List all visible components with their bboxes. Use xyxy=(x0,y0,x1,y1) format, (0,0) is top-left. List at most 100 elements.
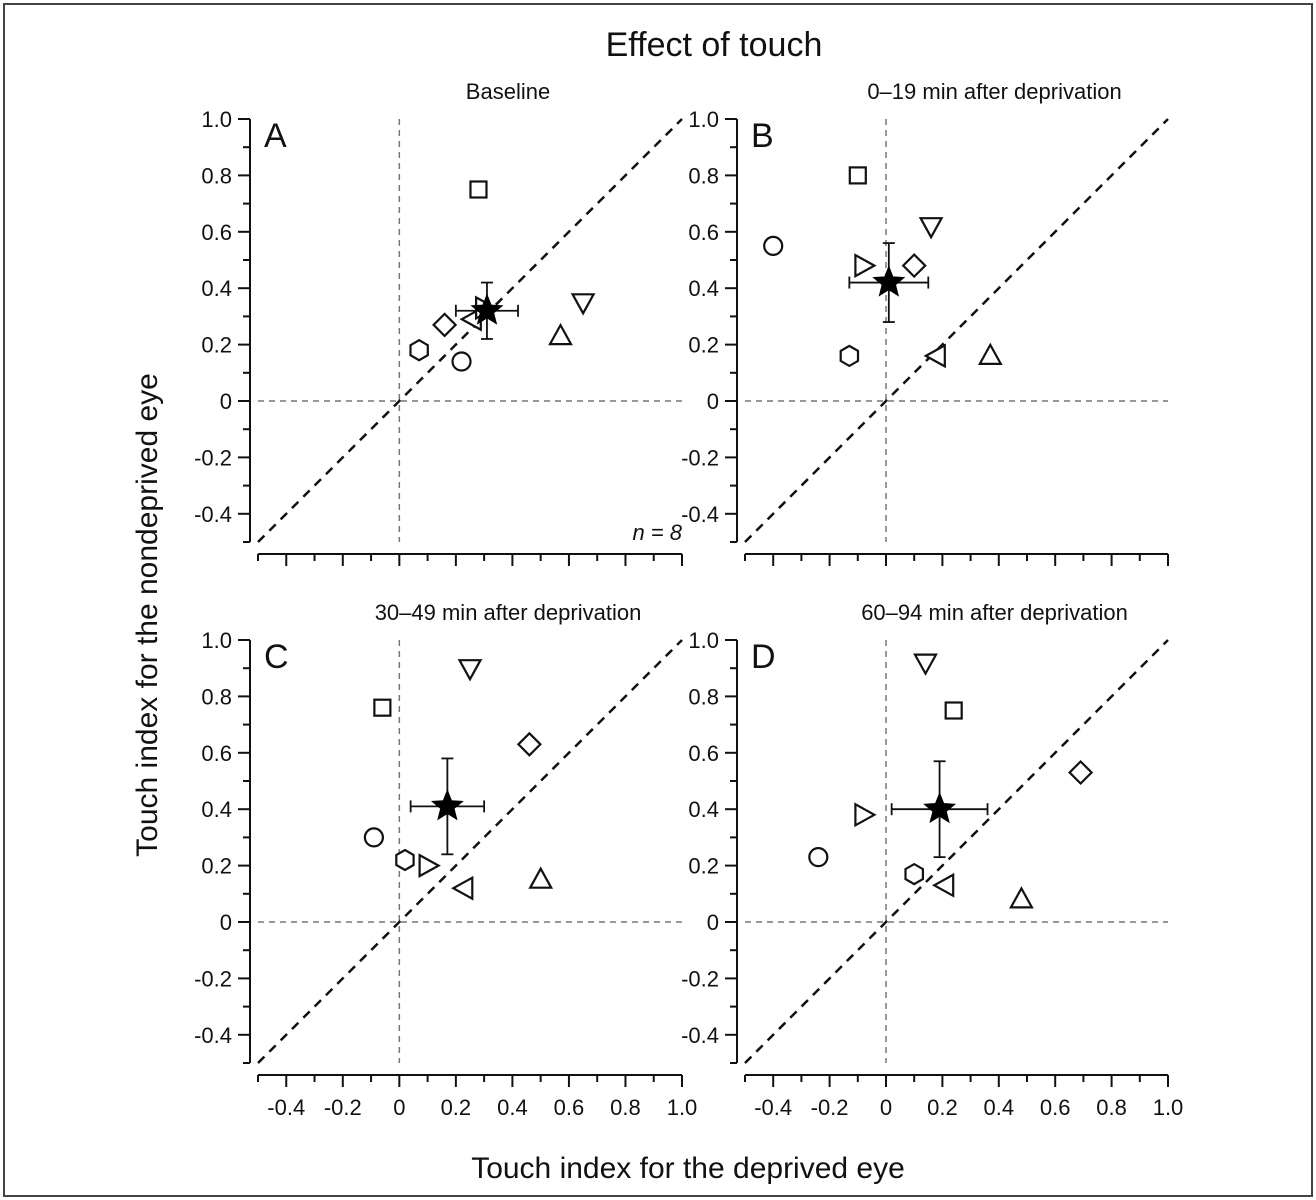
x-tick-label: -0.2 xyxy=(811,1095,849,1120)
marker-diamond xyxy=(432,312,458,338)
x-tick-label: 0 xyxy=(880,1095,892,1120)
x-tick-label: -0.4 xyxy=(754,1095,792,1120)
marker-hexagon xyxy=(409,338,429,362)
y-tick-label: 0.8 xyxy=(201,684,232,709)
marker-hexagon xyxy=(904,862,925,886)
y-tick-label: 0.4 xyxy=(201,276,232,301)
x-tick-label: 0.2 xyxy=(927,1095,958,1120)
y-tick-label: 0.2 xyxy=(688,854,719,879)
y-tick-label: 0 xyxy=(707,389,719,414)
marker-diamond xyxy=(516,731,542,757)
panel-letter: B xyxy=(751,117,774,155)
panel-title: 30–49 min after deprivation xyxy=(375,600,642,625)
y-tick-label: -0.2 xyxy=(681,966,719,991)
y-tick-label: -0.4 xyxy=(194,502,232,527)
marker-triangle-left xyxy=(451,875,474,901)
marker-triangle-right xyxy=(418,853,441,878)
x-tick-label: 1.0 xyxy=(1153,1095,1184,1120)
x-tick-label: 0.8 xyxy=(610,1095,641,1120)
identity-line xyxy=(257,639,683,1064)
marker-triangle-down xyxy=(570,293,596,316)
identity-line xyxy=(257,118,683,543)
figure-border xyxy=(3,3,1313,1197)
y-tick-label: 0.6 xyxy=(688,220,719,245)
mean-star xyxy=(430,789,464,821)
y-tick-label: 0.6 xyxy=(688,741,719,766)
x-tick-label: 0.8 xyxy=(1096,1095,1127,1120)
y-tick-label: 1.0 xyxy=(201,628,232,653)
x-tick-label: 1.0 xyxy=(667,1095,698,1120)
y-tick-label: 0.4 xyxy=(688,276,719,301)
marker-square xyxy=(469,180,488,199)
panel-letter: C xyxy=(264,638,289,676)
x-tick-label: 0.6 xyxy=(554,1095,585,1120)
mean-star xyxy=(470,293,504,325)
y-tick-label: -0.2 xyxy=(681,445,719,470)
marker-hexagon xyxy=(395,848,415,872)
y-tick-label: -0.2 xyxy=(194,445,232,470)
x-tick-label: -0.2 xyxy=(324,1095,362,1120)
marker-hexagon xyxy=(839,344,860,368)
x-tick-label: 0.6 xyxy=(1040,1095,1071,1120)
x-tick-label: 0.2 xyxy=(441,1095,472,1120)
x-tick-label: 0.4 xyxy=(497,1095,528,1120)
y-tick-label: 1.0 xyxy=(688,628,719,653)
panel-letter: A xyxy=(264,117,287,155)
figure-title: Effect of touch xyxy=(606,26,823,64)
y-tick-label: 0.2 xyxy=(688,333,719,358)
y-tick-label: 0.8 xyxy=(688,163,719,188)
y-tick-label: 0.4 xyxy=(688,797,719,822)
mean-star xyxy=(923,791,957,824)
panel-d: 60–94 min after deprivation D -0.4 -0.2 0 0.2… xyxy=(681,600,1183,1120)
y-tick-label: -0.4 xyxy=(681,1023,719,1048)
identity-line xyxy=(744,118,1169,543)
panel-a: Baseline An = 8 -0.4 -0.2 0 0.2 0.4 0.6 0.8 1.0 xyxy=(194,79,683,566)
y-tick-label: 0.4 xyxy=(201,797,232,822)
x-tick-label: 0.4 xyxy=(984,1095,1015,1120)
marker-triangle-up xyxy=(1009,886,1034,909)
marker-circle xyxy=(808,847,829,868)
marker-triangle-down xyxy=(913,653,938,676)
y-tick-label: 0.2 xyxy=(201,333,232,358)
identity-line xyxy=(744,639,1169,1064)
marker-triangle-right xyxy=(854,802,877,828)
y-tick-label: 0.6 xyxy=(201,741,232,766)
sample-size-label: n = 8 xyxy=(632,520,682,545)
y-tick-label: 1.0 xyxy=(201,107,232,132)
marker-triangle-down xyxy=(918,217,944,240)
y-tick-label: 0 xyxy=(220,389,232,414)
y-tick-label: 0 xyxy=(220,910,232,935)
marker-triangle-up xyxy=(528,866,554,889)
x-axis-label: Touch index for the deprived eye xyxy=(471,1152,905,1185)
marker-diamond xyxy=(1068,759,1094,786)
y-tick-label: -0.2 xyxy=(194,966,232,991)
marker-triangle-up xyxy=(977,342,1003,365)
marker-triangle-left xyxy=(931,872,955,898)
marker-circle xyxy=(363,827,384,848)
marker-diamond xyxy=(901,253,927,279)
y-tick-label: 0.6 xyxy=(201,220,232,245)
panel-c: 30–49 min after deprivation C -0.4 -0.2 0 0.2… xyxy=(194,600,697,1120)
y-tick-label: -0.4 xyxy=(681,502,719,527)
marker-circle xyxy=(451,351,472,372)
marker-square xyxy=(373,698,392,717)
panel-title: Baseline xyxy=(466,79,550,104)
marker-triangle-down xyxy=(457,659,483,682)
y-tick-label: 0.8 xyxy=(688,684,719,709)
marker-triangle-up xyxy=(548,322,573,346)
marker-square xyxy=(944,701,963,720)
panel-letter: D xyxy=(751,638,776,676)
marker-circle xyxy=(763,235,784,256)
marker-square xyxy=(848,166,867,185)
panel-title: 60–94 min after deprivation xyxy=(861,600,1128,625)
panel-b: 0–19 min after deprivation B -0.4 -0.2 0 0.2 0… xyxy=(681,79,1169,566)
y-tick-label: 0 xyxy=(707,910,719,935)
y-tick-label: 0.8 xyxy=(201,163,232,188)
y-tick-label: 0.2 xyxy=(201,854,232,879)
mean-star xyxy=(872,265,906,297)
x-tick-label: 0 xyxy=(393,1095,405,1120)
y-tick-label: 1.0 xyxy=(688,107,719,132)
marker-triangle-right xyxy=(854,253,877,278)
